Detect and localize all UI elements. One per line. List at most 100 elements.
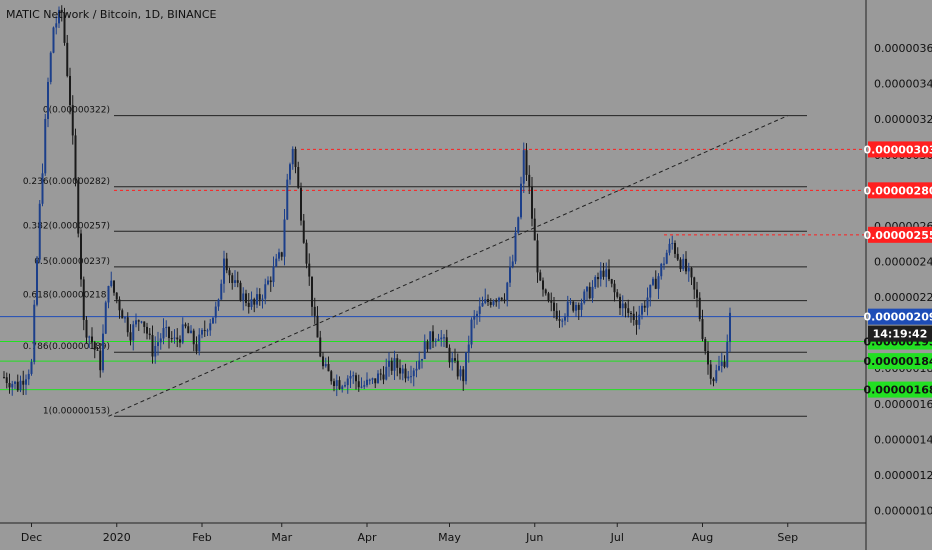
candle xyxy=(368,378,371,385)
candle xyxy=(99,343,102,378)
candle xyxy=(690,266,693,285)
current-price-badge: 0.00000209 xyxy=(863,308,932,325)
candle xyxy=(165,320,168,337)
candle xyxy=(701,309,704,342)
time-tick-label: Jul xyxy=(610,531,624,544)
candle xyxy=(264,278,267,305)
candle xyxy=(302,213,305,244)
candle xyxy=(660,262,663,280)
fib-level-label: 0.5(0.00000237) xyxy=(34,257,110,267)
candle xyxy=(476,310,478,325)
candle xyxy=(137,319,140,331)
candle xyxy=(209,319,212,336)
candle xyxy=(151,325,154,364)
time-tick-label: Mar xyxy=(271,531,292,544)
candle xyxy=(544,288,547,296)
svg-text:0.00000184: 0.00000184 xyxy=(863,355,932,368)
candle xyxy=(440,330,443,347)
candle xyxy=(360,377,363,389)
candle xyxy=(126,312,129,337)
fibonacci-retracement[interactable]: 0(0.00000322) 0.236(0.00000282) 0.382(0.00… xyxy=(23,106,807,417)
candle xyxy=(536,233,539,283)
candle xyxy=(487,294,489,307)
candle xyxy=(289,162,291,185)
candle xyxy=(44,113,47,176)
candle xyxy=(682,254,685,271)
candle xyxy=(269,276,272,292)
candle xyxy=(19,375,22,393)
candle xyxy=(234,270,236,288)
candle xyxy=(371,377,374,384)
price-axis[interactable]: 0.000003600.000003400.000003200.00000300… xyxy=(874,42,932,518)
candle xyxy=(674,240,676,258)
candle xyxy=(388,352,390,377)
candle xyxy=(330,369,333,385)
candle xyxy=(335,374,338,397)
candle xyxy=(192,328,195,352)
candle xyxy=(575,302,577,317)
candle xyxy=(707,341,709,375)
candle xyxy=(85,316,88,344)
candle xyxy=(333,378,335,392)
ascending-trendline[interactable] xyxy=(108,115,788,417)
candle xyxy=(5,372,8,389)
candle xyxy=(630,311,632,323)
candle xyxy=(121,308,124,319)
candle xyxy=(500,297,503,302)
candle xyxy=(517,216,520,235)
candle xyxy=(170,331,173,343)
candle xyxy=(572,300,575,313)
candle xyxy=(418,351,421,370)
candle xyxy=(638,305,641,330)
candle xyxy=(646,287,649,316)
candle xyxy=(652,276,654,287)
trendline[interactable] xyxy=(108,115,788,417)
candle xyxy=(495,298,498,307)
candle xyxy=(313,297,316,324)
candle xyxy=(198,328,201,356)
candle xyxy=(531,176,533,227)
candle xyxy=(267,276,269,286)
candle xyxy=(393,350,396,381)
candle xyxy=(443,334,445,347)
candle xyxy=(586,285,588,301)
time-axis[interactable]: Dec 2020 Feb Mar Apr May Jun Jul Aug Sep xyxy=(21,523,798,544)
candle xyxy=(214,301,217,324)
candle xyxy=(80,229,82,287)
candle xyxy=(305,239,308,269)
candle xyxy=(726,334,729,369)
time-tick-label: Aug xyxy=(692,531,713,544)
candle xyxy=(143,321,146,334)
candle xyxy=(605,262,608,288)
fib-level-label: 0(0.00000322) xyxy=(43,106,110,116)
time-tick-label: 2020 xyxy=(103,531,131,544)
candle xyxy=(352,371,355,384)
candle xyxy=(632,306,635,326)
candle xyxy=(437,333,440,342)
candle xyxy=(107,285,110,309)
candle xyxy=(407,371,410,381)
candle xyxy=(291,146,294,170)
candle xyxy=(511,254,514,269)
candle xyxy=(696,281,698,308)
candle xyxy=(132,320,135,351)
candle xyxy=(588,282,591,300)
candle xyxy=(657,273,660,299)
candle xyxy=(66,34,69,78)
candle xyxy=(558,310,561,328)
candle xyxy=(597,272,599,288)
candle xyxy=(346,375,349,394)
candle xyxy=(498,296,500,309)
price-tick-label: 0.00000100 xyxy=(874,505,932,518)
candle xyxy=(250,291,253,310)
candle xyxy=(102,324,104,373)
candle xyxy=(555,303,558,321)
svg-text:0.00000168: 0.00000168 xyxy=(863,384,932,397)
candle xyxy=(63,7,66,46)
price-badges: 0.000003030.000002800.000002550.00000195… xyxy=(863,141,932,398)
fib-level-label: 1(0.00000153) xyxy=(43,406,110,416)
svg-text:0.00000209: 0.00000209 xyxy=(863,311,932,324)
